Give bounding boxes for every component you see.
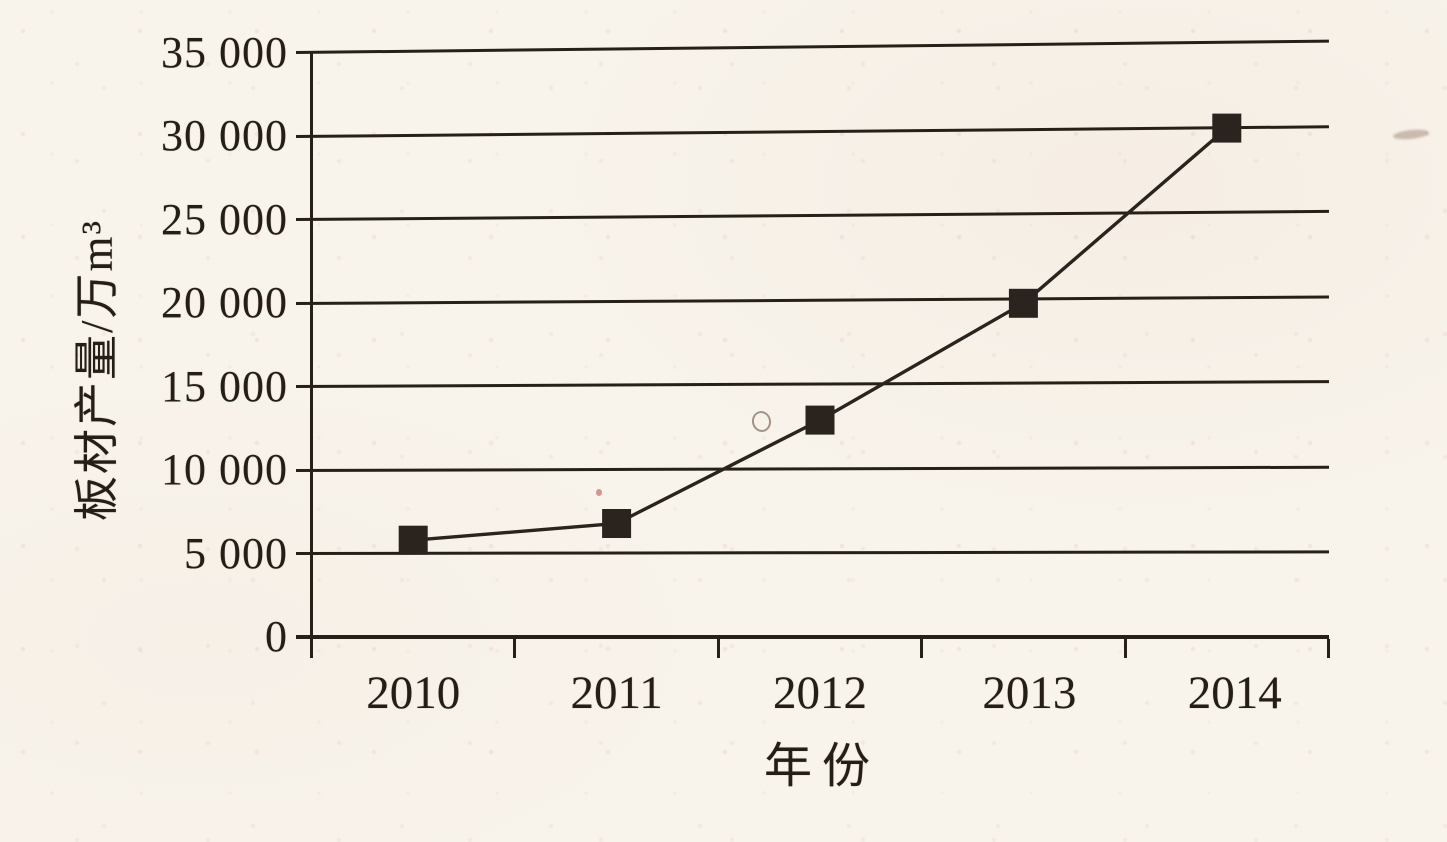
x-axis-baseline <box>296 635 1329 639</box>
scan-artifact-speck <box>596 489 602 496</box>
x-axis-tick <box>513 639 517 658</box>
y-tick-label: 15 000 <box>161 361 288 411</box>
y-tick-label: 20 000 <box>161 278 288 328</box>
x-axis-tick <box>1123 639 1127 658</box>
x-tick-label: 2014 <box>1187 667 1282 719</box>
x-tick-label: 2010 <box>366 667 461 719</box>
data-point-marker <box>398 525 428 555</box>
y-tick-label: 10 000 <box>161 445 288 495</box>
x-axis-title: 年份 <box>763 740 880 793</box>
y-tick-label: 30 000 <box>161 111 288 161</box>
x-axis-tick <box>1326 639 1331 658</box>
x-axis-tick <box>309 639 314 658</box>
y-tick-label: 5 000 <box>184 528 288 578</box>
y-axis-line <box>309 53 314 658</box>
data-point-marker <box>1008 288 1038 318</box>
x-axis-tick <box>716 639 720 658</box>
data-point-marker <box>805 405 835 435</box>
x-axis-tick <box>920 639 924 658</box>
x-tick-label: 2012 <box>773 667 867 719</box>
data-point-marker <box>602 509 632 538</box>
y-tick-label: 35 000 <box>161 28 288 77</box>
x-tick-label: 2011 <box>570 667 663 719</box>
y-tick-label: 0 <box>265 612 288 661</box>
x-tick-label: 2013 <box>982 667 1077 719</box>
data-point-marker <box>1212 113 1242 143</box>
y-tick-label: 25 000 <box>161 194 288 244</box>
data-line <box>413 126 1228 542</box>
